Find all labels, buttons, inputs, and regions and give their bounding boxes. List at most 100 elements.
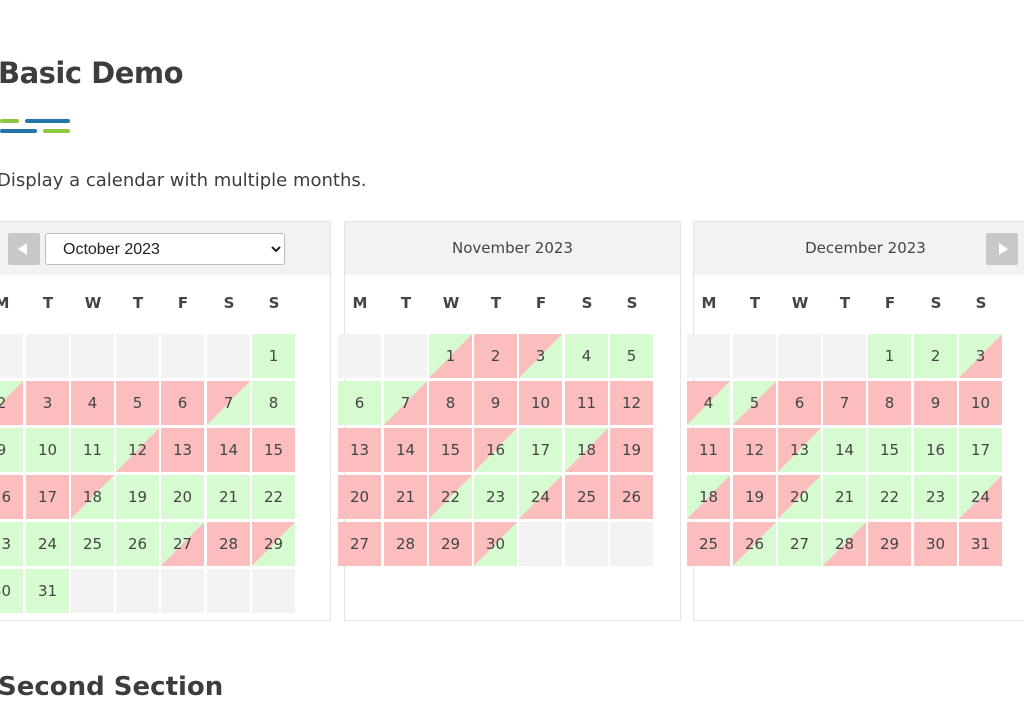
calendar-day[interactable]: 20 bbox=[161, 475, 204, 519]
calendar-day[interactable]: 17 bbox=[519, 428, 562, 472]
calendar-day[interactable]: 13 bbox=[778, 428, 821, 472]
calendar-day[interactable]: 7 bbox=[384, 381, 427, 425]
calendar-day[interactable]: 4 bbox=[687, 381, 730, 425]
calendar-day[interactable]: 21 bbox=[207, 475, 250, 519]
calendar-day[interactable]: 2 bbox=[474, 334, 517, 378]
calendar-day[interactable]: 19 bbox=[733, 475, 776, 519]
calendar-day[interactable]: 13 bbox=[338, 428, 381, 472]
calendar-day[interactable]: 6 bbox=[338, 381, 381, 425]
calendar-day[interactable]: 12 bbox=[733, 428, 776, 472]
month-select[interactable]: October 2023November 2023December 2023 bbox=[45, 233, 285, 265]
calendar-day[interactable]: 21 bbox=[384, 475, 427, 519]
calendar-day[interactable]: 11 bbox=[71, 428, 114, 472]
calendar-day[interactable]: 11 bbox=[565, 381, 608, 425]
calendar-day[interactable]: 23 bbox=[914, 475, 957, 519]
calendar-day[interactable]: 5 bbox=[610, 334, 653, 378]
calendar-day[interactable]: 27 bbox=[161, 522, 204, 566]
calendar-day[interactable]: 6 bbox=[778, 381, 821, 425]
calendar-day[interactable]: 10 bbox=[519, 381, 562, 425]
calendar-day[interactable]: 14 bbox=[823, 428, 866, 472]
calendar-day[interactable]: 7 bbox=[207, 381, 250, 425]
calendar-day[interactable]: 16 bbox=[474, 428, 517, 472]
calendar-day[interactable]: 18 bbox=[565, 428, 608, 472]
calendar-day[interactable]: 12 bbox=[610, 381, 653, 425]
calendar-day[interactable]: 3 bbox=[959, 334, 1002, 378]
weekday-label: F bbox=[884, 294, 896, 312]
calendar-day[interactable]: 9 bbox=[474, 381, 517, 425]
calendar-day[interactable]: 8 bbox=[868, 381, 911, 425]
calendar-day[interactable]: 28 bbox=[207, 522, 250, 566]
calendar-day[interactable]: 27 bbox=[778, 522, 821, 566]
calendar-day[interactable]: 19 bbox=[610, 428, 653, 472]
calendar-day[interactable]: 3 bbox=[26, 381, 69, 425]
prev-month-button[interactable] bbox=[8, 233, 40, 265]
calendar-day[interactable]: 28 bbox=[384, 522, 427, 566]
calendar-day[interactable]: 31 bbox=[959, 522, 1002, 566]
calendar-day[interactable]: 5 bbox=[733, 381, 776, 425]
calendar-day-empty bbox=[161, 334, 204, 378]
weekday-label: W bbox=[84, 294, 102, 312]
calendar-day[interactable]: 21 bbox=[823, 475, 866, 519]
calendar-day[interactable]: 17 bbox=[26, 475, 69, 519]
calendar-day[interactable]: 26 bbox=[610, 475, 653, 519]
calendar-day[interactable]: 27 bbox=[338, 522, 381, 566]
calendar-day[interactable]: 29 bbox=[429, 522, 472, 566]
calendar-day[interactable]: 30 bbox=[474, 522, 517, 566]
calendar-day[interactable]: 28 bbox=[823, 522, 866, 566]
calendar-day-empty bbox=[823, 334, 866, 378]
calendar-day[interactable]: 18 bbox=[687, 475, 730, 519]
calendar-day[interactable]: 30 bbox=[0, 569, 23, 613]
calendar-day[interactable]: 25 bbox=[565, 475, 608, 519]
calendar-day[interactable]: 22 bbox=[868, 475, 911, 519]
calendar-day[interactable]: 24 bbox=[519, 475, 562, 519]
calendar-day[interactable]: 17 bbox=[959, 428, 1002, 472]
calendar-day[interactable]: 16 bbox=[0, 475, 23, 519]
calendar-day[interactable]: 5 bbox=[116, 381, 159, 425]
calendar-day[interactable]: 1 bbox=[252, 334, 295, 378]
calendar-day[interactable]: 3 bbox=[519, 334, 562, 378]
calendar-day[interactable]: 20 bbox=[338, 475, 381, 519]
calendar-day[interactable]: 1 bbox=[429, 334, 472, 378]
calendar-day[interactable]: 29 bbox=[868, 522, 911, 566]
calendar-day[interactable]: 29 bbox=[252, 522, 295, 566]
calendar-day[interactable]: 1 bbox=[868, 334, 911, 378]
calendar-day[interactable]: 16 bbox=[914, 428, 957, 472]
calendar-day[interactable]: 14 bbox=[207, 428, 250, 472]
calendar-day[interactable]: 15 bbox=[429, 428, 472, 472]
calendar-day[interactable]: 9 bbox=[0, 428, 23, 472]
calendar-day[interactable]: 4 bbox=[565, 334, 608, 378]
calendar-day[interactable]: 6 bbox=[161, 381, 204, 425]
calendar-day[interactable]: 22 bbox=[429, 475, 472, 519]
calendar-day[interactable]: 26 bbox=[116, 522, 159, 566]
calendar-day[interactable]: 12 bbox=[116, 428, 159, 472]
calendar-day[interactable]: 30 bbox=[914, 522, 957, 566]
calendar-day[interactable]: 10 bbox=[959, 381, 1002, 425]
calendar-day[interactable]: 8 bbox=[252, 381, 295, 425]
calendar-day[interactable]: 19 bbox=[116, 475, 159, 519]
calendar-day[interactable]: 11 bbox=[687, 428, 730, 472]
next-month-button[interactable] bbox=[986, 233, 1018, 265]
calendar-day[interactable]: 9 bbox=[914, 381, 957, 425]
calendar-day[interactable]: 2 bbox=[914, 334, 957, 378]
calendar-day[interactable]: 8 bbox=[429, 381, 472, 425]
calendar-day[interactable]: 13 bbox=[161, 428, 204, 472]
calendar-day[interactable]: 25 bbox=[71, 522, 114, 566]
calendar-day[interactable]: 14 bbox=[384, 428, 427, 472]
calendar-day[interactable]: 22 bbox=[252, 475, 295, 519]
calendar-day[interactable]: 10 bbox=[26, 428, 69, 472]
calendar-day[interactable]: 15 bbox=[868, 428, 911, 472]
calendar-day[interactable]: 20 bbox=[778, 475, 821, 519]
calendar-day[interactable]: 18 bbox=[71, 475, 114, 519]
calendar-day[interactable]: 23 bbox=[0, 522, 23, 566]
calendar-day[interactable]: 15 bbox=[252, 428, 295, 472]
calendar-day[interactable]: 31 bbox=[26, 569, 69, 613]
calendar-day[interactable]: 23 bbox=[474, 475, 517, 519]
calendar-day[interactable]: 4 bbox=[71, 381, 114, 425]
calendar-day[interactable]: 7 bbox=[823, 381, 866, 425]
calendar-day[interactable]: 26 bbox=[733, 522, 776, 566]
calendar-day[interactable]: 2 bbox=[0, 381, 23, 425]
calendar-day[interactable]: 24 bbox=[959, 475, 1002, 519]
calendar-day[interactable]: 25 bbox=[687, 522, 730, 566]
calendar-day[interactable]: 24 bbox=[26, 522, 69, 566]
calendar-day-empty bbox=[610, 522, 653, 566]
